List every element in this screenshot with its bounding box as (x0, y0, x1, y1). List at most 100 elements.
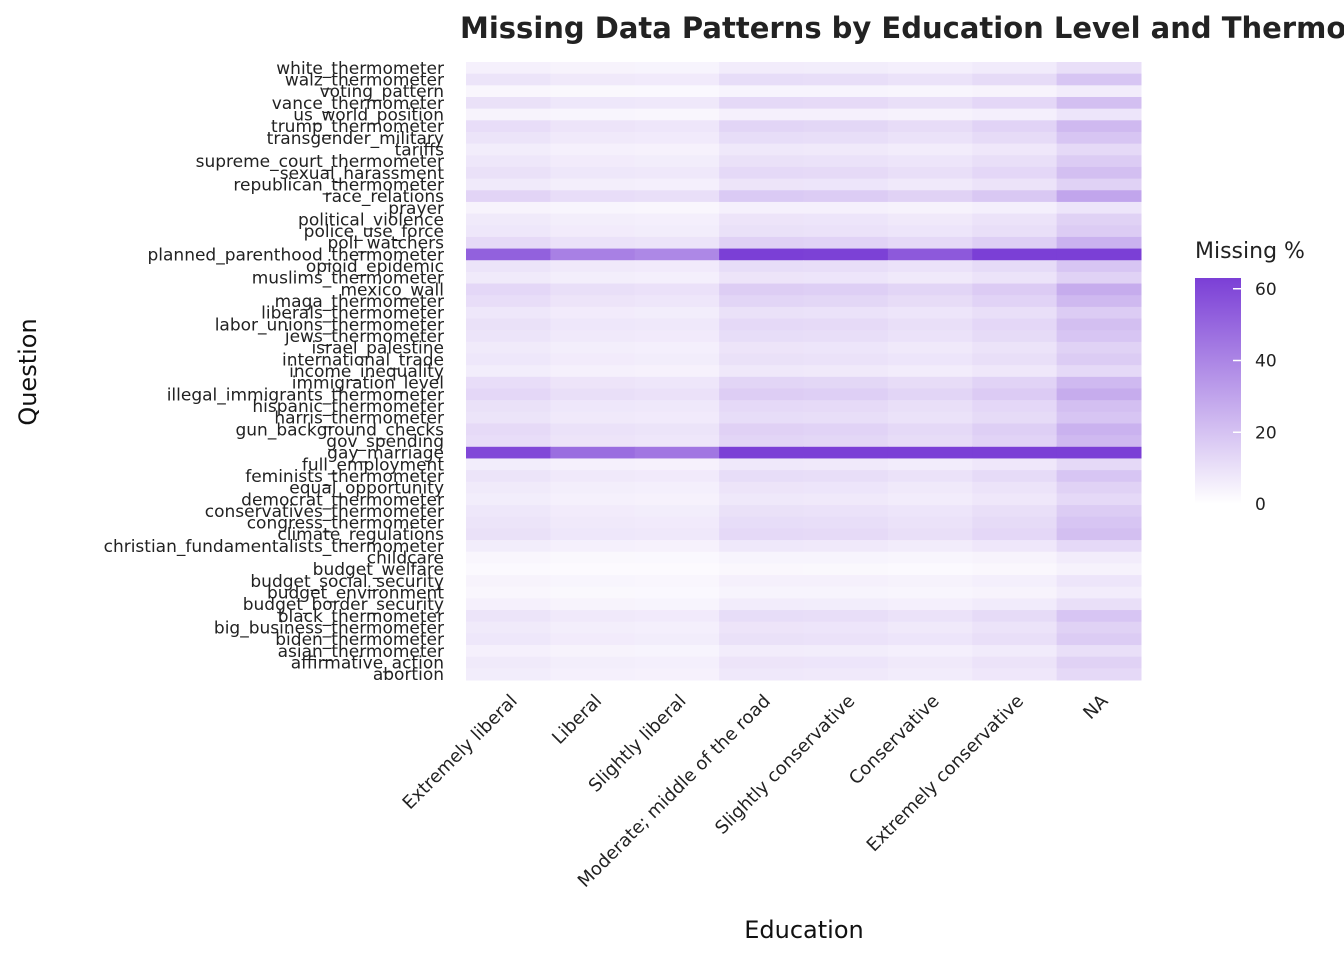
y-tick-label: israel_palestine (311, 339, 444, 359)
heatmap-cell (466, 481, 551, 494)
heatmap-cell (634, 271, 720, 285)
heatmap-cell (887, 131, 973, 145)
heatmap-cell (466, 493, 551, 506)
heatmap-cell (466, 575, 551, 588)
heatmap-cell (972, 411, 1058, 424)
heatmap-cell (719, 131, 804, 145)
heatmap-cell (634, 96, 720, 110)
heatmap-cell (1056, 341, 1142, 355)
heatmap-cell (466, 353, 551, 366)
heatmap-cell (466, 341, 551, 355)
heatmap-cell (803, 575, 889, 588)
heatmap-cell (803, 341, 889, 355)
heatmap-cell (887, 458, 973, 471)
heatmap-cell (803, 645, 889, 658)
y-tick-label: vance_thermometer (272, 94, 444, 114)
heatmap-cell (719, 201, 804, 215)
y-tick-label: feminists_thermometer (245, 467, 444, 487)
heatmap-cell (1056, 143, 1142, 156)
y-tick-label: prayer (388, 199, 444, 219)
heatmap-cell (803, 516, 889, 529)
heatmap-cell (887, 516, 973, 529)
heatmap-cell (550, 131, 636, 145)
heatmap-cell (466, 283, 551, 296)
legend-colorbar (1195, 278, 1241, 504)
heatmap-cell (887, 470, 973, 483)
y-tick-label: jews_thermometer (284, 327, 444, 347)
heatmap-cell (1056, 260, 1142, 273)
x-tick-label: Extremely conservative (863, 691, 1028, 856)
heatmap-cell (719, 166, 804, 180)
heatmap-cell (550, 610, 636, 623)
heatmap-cell (972, 62, 1058, 75)
heatmap-cell (1056, 575, 1142, 588)
heatmap-cell (719, 411, 804, 424)
heatmap-cell (719, 365, 804, 378)
heatmap-cell (634, 143, 720, 156)
heatmap-cell (550, 481, 636, 494)
heatmap-cell (1056, 85, 1142, 98)
heatmap-cell (719, 563, 804, 576)
legend-tick-label: 20 (1255, 423, 1277, 443)
heatmap-cell (550, 271, 636, 285)
heatmap-cell (887, 598, 973, 611)
heatmap-cell (1056, 633, 1142, 646)
heatmap-cell (719, 656, 804, 669)
heatmap-cell (719, 446, 804, 459)
heatmap-cell (550, 248, 636, 261)
heatmap-cell (887, 73, 973, 86)
heatmap-cell (466, 225, 551, 238)
heatmap-cell (972, 423, 1058, 436)
y-tick-label: budget_social_security (250, 572, 444, 592)
heatmap-cell (803, 120, 889, 133)
heatmap-cell (803, 330, 889, 343)
heatmap-cell (719, 108, 804, 121)
heatmap-cell (466, 365, 551, 378)
y-tick-label: biden_thermometer (275, 630, 444, 650)
y-tick-label: illegal_immigrants_thermometer (167, 385, 444, 405)
heatmap-cell (634, 330, 720, 343)
heatmap-cell (887, 225, 973, 238)
heatmap-cell (550, 341, 636, 355)
heatmap-cell (550, 423, 636, 436)
heatmap-cell (550, 120, 636, 133)
heatmap-cell (972, 446, 1058, 459)
heatmap-cell (550, 283, 636, 296)
heatmap-cell (972, 365, 1058, 378)
heatmap-cell (803, 376, 889, 389)
y-tick-label: equal_opportunity (289, 479, 444, 499)
heatmap-cell (466, 400, 551, 413)
heatmap-cell (803, 365, 889, 378)
heatmap-cell (803, 388, 889, 401)
y-tick-label: black_thermometer (278, 607, 444, 627)
heatmap-cell (803, 131, 889, 145)
heatmap-cell (466, 598, 551, 611)
heatmap-cell (634, 610, 720, 623)
heatmap-cell (972, 85, 1058, 98)
heatmap-cell (466, 295, 551, 308)
heatmap-cell (550, 516, 636, 529)
heatmap-cell (634, 213, 720, 226)
heatmap-cell (466, 505, 551, 518)
y-tick-label: asian_thermometer (278, 642, 444, 662)
heatmap-cell (550, 540, 636, 553)
heatmap-cell (1056, 225, 1142, 238)
heatmap-cell (1056, 481, 1142, 494)
heatmap-cell (887, 376, 973, 389)
heatmap-cell (1056, 248, 1142, 261)
heatmap-cell (887, 178, 973, 191)
y-tick-label: political_violence (298, 210, 444, 230)
heatmap-cell (1056, 493, 1142, 506)
heatmap-cell (466, 551, 551, 564)
heatmap-cell (887, 668, 973, 681)
heatmap-cell (1056, 668, 1142, 681)
heatmap-cell (803, 446, 889, 459)
heatmap-cell (972, 260, 1058, 273)
heatmap-cell (1056, 131, 1142, 145)
heatmap-cell (550, 551, 636, 564)
heatmap-cell (972, 668, 1058, 681)
heatmap-cell (550, 213, 636, 226)
heatmap-cell (1056, 400, 1142, 413)
heatmap-cell (887, 540, 973, 553)
heatmap-cell (550, 178, 636, 191)
